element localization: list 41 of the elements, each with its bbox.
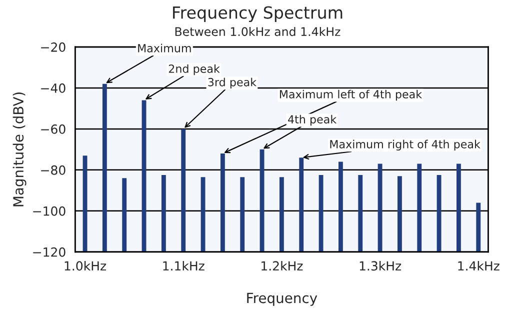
bar <box>122 178 127 252</box>
x-tick-label: 1.3kHz <box>360 260 402 271</box>
x-tick-label: 1.0kHz <box>64 260 106 271</box>
bar <box>181 128 186 252</box>
y-tick-label: −60 <box>41 124 66 134</box>
x-axis-title: Frequency <box>247 292 318 306</box>
bar <box>456 164 461 252</box>
annotation: 4th peak <box>288 114 337 126</box>
bar <box>398 176 402 252</box>
annotation: 2nd peak <box>168 64 220 76</box>
bar <box>476 202 481 252</box>
bar <box>338 162 343 252</box>
y-tick-label: −20 <box>41 42 66 52</box>
bar <box>240 177 245 252</box>
bar <box>161 175 166 252</box>
bar <box>260 149 264 252</box>
bar <box>417 164 422 252</box>
x-tick-label: 1.4kHz <box>458 260 500 270</box>
annotation: Maximum left of 4th peak <box>280 90 422 101</box>
y-tick-label: −100 <box>33 206 66 216</box>
bar <box>220 154 225 252</box>
chart-subtitle: Between 1.0kHz and 1.4kHz <box>175 26 340 36</box>
bar <box>142 100 146 252</box>
y-tick-label: −80 <box>41 165 66 175</box>
bar <box>279 177 284 252</box>
bar <box>102 84 107 252</box>
bar <box>378 164 382 252</box>
bar <box>299 158 304 252</box>
bar <box>436 175 442 252</box>
bar <box>318 175 324 252</box>
bar <box>358 175 363 252</box>
y-axis-title: Magnitude (dBV) <box>12 92 26 206</box>
x-tick-label: 1.1kHz <box>163 260 204 270</box>
bar <box>82 156 88 252</box>
x-tick-label: 1.2kHz <box>262 260 303 270</box>
annotation: 3rd peak <box>208 78 257 88</box>
y-tick-label: −120 <box>33 247 66 257</box>
chart-title: Frequency Spectrum <box>173 6 342 22</box>
annotation: Maximum right of 4th peak <box>330 140 480 151</box>
y-tick-label: −40 <box>41 83 66 93</box>
annotation: Maximum <box>138 44 191 52</box>
